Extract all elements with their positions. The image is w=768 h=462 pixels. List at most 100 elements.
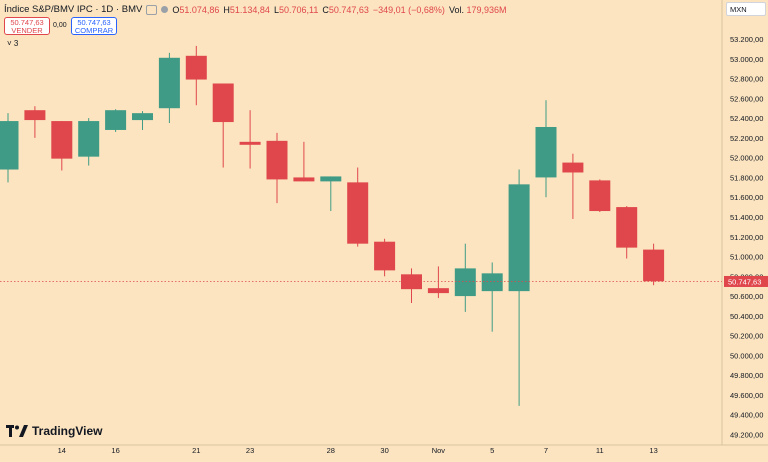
spread-value: 0,00 bbox=[53, 22, 67, 29]
candle-body bbox=[427, 288, 449, 294]
candle-body bbox=[132, 113, 153, 121]
high-label: H bbox=[223, 4, 230, 15]
last-price-label: 50.747,63 bbox=[728, 277, 761, 286]
price-tick-label: 50.400,00 bbox=[730, 312, 763, 321]
candle[interactable] bbox=[105, 109, 127, 132]
candle-body bbox=[212, 83, 234, 123]
grid bbox=[0, 0, 768, 446]
price-tick-label: 52.400,00 bbox=[730, 114, 763, 123]
candle[interactable] bbox=[24, 106, 46, 138]
candle-body bbox=[24, 110, 46, 121]
candle[interactable] bbox=[0, 113, 19, 183]
candle[interactable] bbox=[589, 179, 611, 213]
candle[interactable] bbox=[616, 206, 638, 259]
price-tick-label: 51.200,00 bbox=[730, 233, 763, 242]
candle[interactable] bbox=[239, 110, 261, 169]
candle[interactable] bbox=[643, 243, 665, 286]
eye-icon[interactable] bbox=[146, 4, 158, 15]
price-tick-label: 50.000,00 bbox=[730, 351, 763, 360]
price-tick-label: 51.800,00 bbox=[730, 173, 763, 182]
time-tick-label: 21 bbox=[192, 446, 200, 455]
time-tick-label: 11 bbox=[596, 446, 604, 455]
candle[interactable] bbox=[535, 100, 557, 198]
candle[interactable] bbox=[454, 243, 476, 312]
candle[interactable] bbox=[562, 153, 584, 219]
candle-body bbox=[239, 141, 261, 145]
logo-text: TradingView bbox=[32, 424, 103, 438]
buy-button[interactable]: 50.747,63 COMPRAR bbox=[71, 17, 117, 35]
tradingview-logo-icon bbox=[6, 425, 28, 437]
candle[interactable] bbox=[185, 45, 207, 106]
candle[interactable] bbox=[293, 141, 315, 182]
time-tick-label: Nov bbox=[432, 446, 446, 455]
candle[interactable] bbox=[212, 83, 234, 168]
candle-body bbox=[51, 121, 73, 159]
price-tick-label: 49.800,00 bbox=[730, 371, 763, 380]
price-tick-label: 52.000,00 bbox=[730, 154, 763, 163]
candle[interactable] bbox=[132, 111, 153, 130]
price-tick-label: 53.200,00 bbox=[730, 35, 763, 44]
price-tick-label: 50.200,00 bbox=[730, 332, 763, 341]
candle-body bbox=[562, 162, 584, 173]
candle[interactable] bbox=[51, 121, 73, 171]
sell-price: 50.747,63 bbox=[10, 18, 44, 27]
price-tick-label: 49.400,00 bbox=[730, 411, 763, 420]
change-value: −349,01 (−0,68%) bbox=[372, 4, 445, 15]
legend: Índice S&P/BMV IPC · 1D · BMV O51.074,86… bbox=[4, 4, 507, 15]
volume-label: Vol. bbox=[448, 4, 464, 15]
time-tick-label: 16 bbox=[111, 446, 119, 455]
time-tick-label: 28 bbox=[327, 446, 335, 455]
tradingview-logo[interactable]: TradingView bbox=[6, 424, 102, 438]
currency-selector[interactable]: MXN bbox=[726, 2, 766, 16]
price-tick-label: 51.400,00 bbox=[730, 213, 763, 222]
candle-body bbox=[589, 180, 611, 212]
candle-body bbox=[401, 274, 422, 290]
candles bbox=[0, 45, 665, 406]
candle-body bbox=[616, 207, 638, 248]
time-tick-label: 13 bbox=[649, 446, 657, 455]
candle-body bbox=[293, 177, 315, 182]
candle-body bbox=[78, 121, 100, 157]
time-tick-label: 30 bbox=[380, 446, 388, 455]
time-tick-label: 7 bbox=[544, 446, 548, 455]
sell-label: VENDER bbox=[11, 26, 43, 35]
candle-body bbox=[535, 126, 557, 178]
last-price-marker: 50.747,63 bbox=[0, 275, 768, 287]
buy-price: 50.747,63 bbox=[77, 18, 111, 27]
candle-body bbox=[158, 57, 180, 109]
candle-body bbox=[481, 273, 503, 292]
price-tick-label: 53.000,00 bbox=[730, 55, 763, 64]
candle-body bbox=[320, 176, 342, 182]
candle[interactable] bbox=[78, 118, 100, 166]
candle[interactable] bbox=[508, 169, 530, 406]
candle[interactable] bbox=[401, 268, 422, 303]
price-tick-label: 52.600,00 bbox=[730, 94, 763, 103]
buy-label: COMPRAR bbox=[74, 26, 114, 35]
indicators-toggle[interactable]: ˅ 3 bbox=[7, 39, 19, 48]
price-tick-label: 51.600,00 bbox=[730, 193, 763, 202]
candle[interactable] bbox=[481, 262, 503, 332]
candle[interactable] bbox=[374, 238, 396, 277]
price-tick-label: 50.600,00 bbox=[730, 292, 763, 301]
candle-body bbox=[454, 268, 476, 297]
price-tick-label: 51.000,00 bbox=[730, 253, 763, 262]
price-tick-label: 49.600,00 bbox=[730, 391, 763, 400]
symbol-title[interactable]: Índice S&P/BMV IPC · 1D · BMV bbox=[4, 4, 143, 15]
candle[interactable] bbox=[347, 167, 369, 247]
candle[interactable] bbox=[427, 266, 449, 299]
candle[interactable] bbox=[266, 132, 288, 204]
last-price-badge bbox=[724, 275, 768, 287]
price-tick-label: 49.200,00 bbox=[730, 431, 763, 440]
market-status-icon bbox=[161, 6, 169, 13]
candle[interactable] bbox=[158, 52, 180, 124]
candle-body bbox=[185, 55, 207, 80]
candle-body bbox=[0, 121, 19, 170]
sell-button[interactable]: 50.747,63 VENDER bbox=[4, 17, 50, 35]
time-tick-label: 14 bbox=[58, 446, 66, 455]
candle-body bbox=[347, 182, 369, 244]
low-label: L bbox=[273, 4, 279, 15]
candle[interactable] bbox=[320, 176, 342, 212]
close-label: C bbox=[322, 4, 329, 15]
